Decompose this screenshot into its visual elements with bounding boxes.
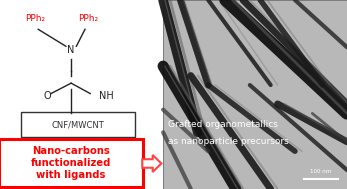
Text: CNF/MWCNT: CNF/MWCNT — [52, 120, 104, 129]
Text: functionalized: functionalized — [31, 158, 111, 168]
FancyBboxPatch shape — [21, 112, 135, 137]
FancyBboxPatch shape — [163, 0, 347, 189]
Text: NH: NH — [99, 91, 114, 101]
Text: N: N — [67, 45, 75, 55]
FancyBboxPatch shape — [0, 139, 143, 187]
Text: Grafted organometallics: Grafted organometallics — [168, 120, 278, 129]
Text: as nanoparticle precursors: as nanoparticle precursors — [168, 137, 289, 146]
Text: PPh₂: PPh₂ — [25, 14, 45, 23]
Text: PPh₂: PPh₂ — [78, 14, 99, 23]
Text: O: O — [43, 91, 51, 101]
Text: with ligands: with ligands — [36, 170, 106, 180]
Text: 100 nm: 100 nm — [310, 169, 332, 174]
Text: Nano-carbons: Nano-carbons — [32, 146, 110, 156]
FancyArrow shape — [142, 155, 161, 172]
